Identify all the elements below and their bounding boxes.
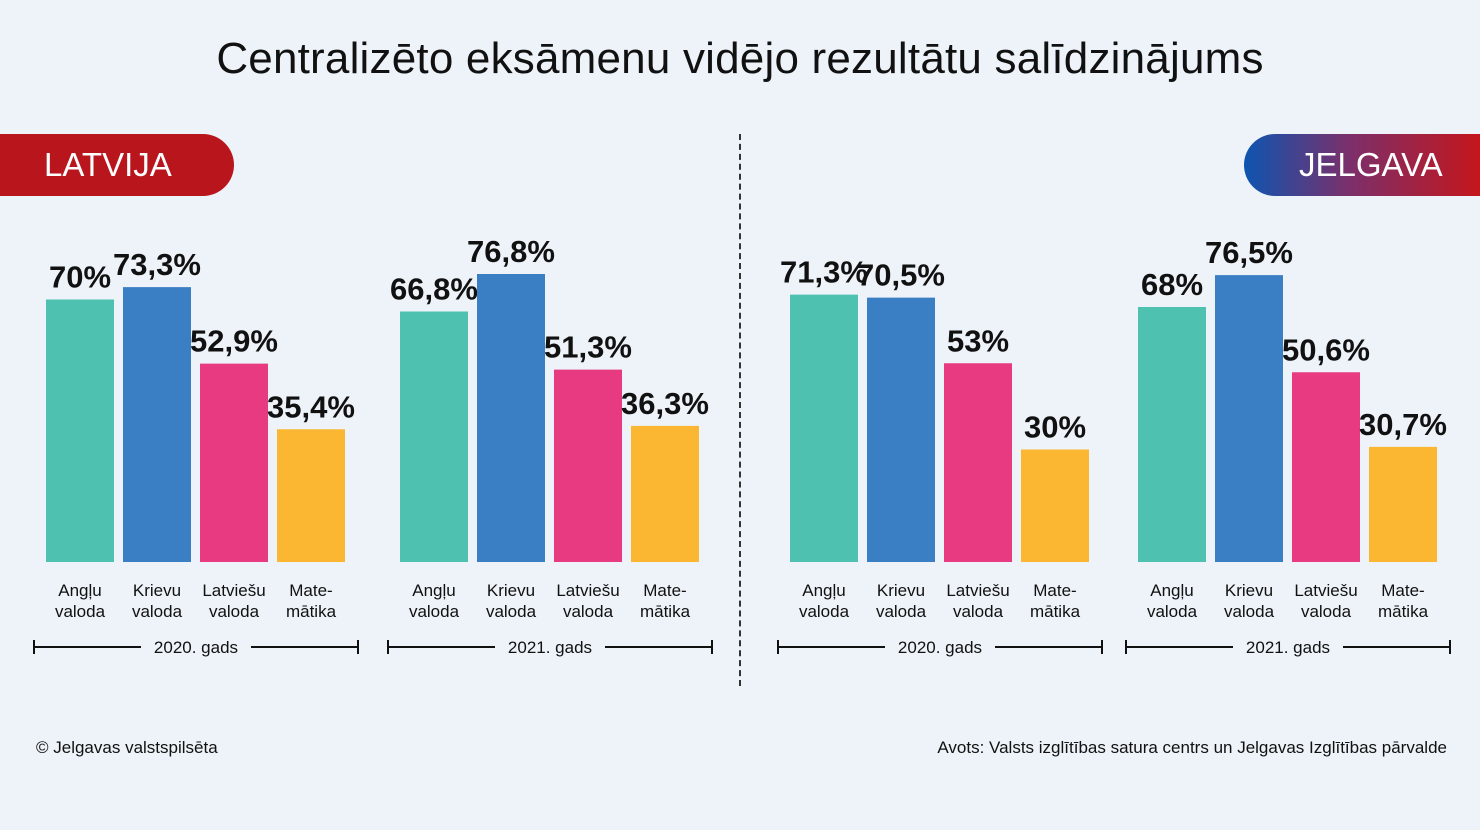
region-label-latvija: LATVIJA	[44, 146, 172, 183]
category-label: valoda	[799, 602, 850, 621]
bar	[277, 429, 345, 562]
category-label: Latviešu	[556, 581, 619, 600]
category-label: mātika	[286, 602, 337, 621]
category-label: valoda	[876, 602, 927, 621]
bar	[944, 363, 1012, 562]
data-label: 70%	[49, 260, 111, 295]
category-label: Latviešu	[202, 581, 265, 600]
category-label: valoda	[409, 602, 460, 621]
bar	[46, 299, 114, 562]
category-label: mātika	[1030, 602, 1081, 621]
copyright-text: © Jelgavas valstspilsēta	[36, 738, 218, 757]
category-label: mātika	[1378, 602, 1429, 621]
category-label: valoda	[209, 602, 260, 621]
bar	[1369, 446, 1437, 562]
category-label: Latviešu	[946, 581, 1009, 600]
data-label: 71,3%	[780, 255, 868, 290]
bar	[1292, 372, 1360, 562]
category-label: Mate-	[289, 581, 332, 600]
year-label: 2021. gads	[1246, 638, 1330, 657]
year-label: 2021. gads	[508, 638, 592, 657]
bar	[867, 297, 935, 562]
category-label: Angļu	[802, 581, 845, 600]
category-label: Krievu	[487, 581, 535, 600]
data-label: 30,7%	[1359, 407, 1447, 442]
category-label: Krievu	[133, 581, 181, 600]
data-label: 68%	[1141, 267, 1203, 302]
data-label: 52,9%	[190, 324, 278, 359]
bar	[790, 294, 858, 562]
data-label: 35,4%	[267, 389, 355, 424]
region-label-jelgava: JELGAVA	[1299, 146, 1443, 183]
category-label: Krievu	[877, 581, 925, 600]
category-label: Mate-	[643, 581, 686, 600]
chart-title: Centralizēto eksāmenu vidējo rezultātu s…	[216, 34, 1264, 83]
data-label: 30%	[1024, 410, 1086, 445]
category-label: valoda	[1224, 602, 1275, 621]
bar	[631, 425, 699, 562]
category-label: valoda	[563, 602, 614, 621]
data-label: 73,3%	[113, 247, 201, 282]
category-label: Angļu	[412, 581, 455, 600]
data-label: 50,6%	[1282, 332, 1370, 367]
data-label: 53%	[947, 323, 1009, 358]
category-label: Mate-	[1381, 581, 1424, 600]
bar	[123, 287, 191, 562]
data-label: 76,8%	[467, 234, 555, 269]
category-label: Angļu	[58, 581, 101, 600]
data-label: 76,5%	[1205, 235, 1293, 270]
category-label: valoda	[953, 602, 1004, 621]
bar	[1021, 449, 1089, 562]
category-label: mātika	[640, 602, 691, 621]
category-label: valoda	[1147, 602, 1198, 621]
region-tab-jelgava: JELGAVA	[1244, 134, 1480, 196]
bar	[477, 274, 545, 562]
bar	[400, 311, 468, 562]
category-label: Krievu	[1225, 581, 1273, 600]
data-label: 66,8%	[390, 272, 478, 307]
category-label: valoda	[132, 602, 183, 621]
source-text: Avots: Valsts izglītības satura centrs u…	[937, 738, 1447, 757]
category-label: valoda	[486, 602, 537, 621]
region-divider	[739, 134, 741, 686]
bar	[1215, 275, 1283, 562]
region-tab-latvija: LATVIJA	[0, 134, 234, 196]
data-label: 36,3%	[621, 386, 709, 421]
year-label: 2020. gads	[154, 638, 238, 657]
bar	[554, 369, 622, 562]
category-label: Mate-	[1033, 581, 1076, 600]
bar	[200, 363, 268, 562]
category-label: Angļu	[1150, 581, 1193, 600]
data-label: 70,5%	[857, 258, 945, 293]
bar	[1138, 307, 1206, 562]
category-label: valoda	[55, 602, 106, 621]
data-label: 51,3%	[544, 330, 632, 365]
year-label: 2020. gads	[898, 638, 982, 657]
category-label: Latviešu	[1294, 581, 1357, 600]
category-label: valoda	[1301, 602, 1352, 621]
